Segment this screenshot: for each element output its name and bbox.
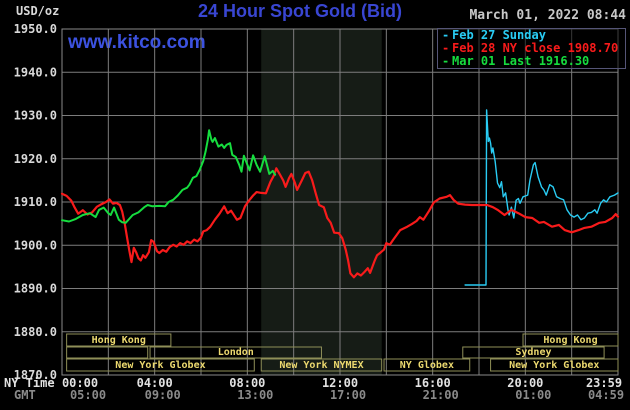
legend-dash-icon: - (442, 28, 450, 42)
x-axis-label-ny: 23:59 (586, 376, 622, 390)
x-axis-label-gmt: 21:00 (423, 388, 459, 402)
x-axis-label-ny: 20:00 (507, 376, 543, 390)
session-box (383, 358, 471, 372)
series-line-mar01-last (61, 129, 277, 224)
y-axis-label: 1890.0 (14, 282, 57, 296)
session-label: Hong Kong (543, 335, 597, 346)
session-label: New York Globex (509, 360, 599, 371)
x-axis-label-ny: 12:00 (322, 376, 358, 390)
session-label: Sydney (515, 347, 551, 358)
x-axis-label-ny: 08:00 (229, 376, 265, 390)
session-box (260, 358, 383, 372)
x-axis-label-ny: 00:00 (62, 376, 98, 390)
legend-box: - Feb 27 Sunday - Feb 28 NY close 1908.70 … (437, 28, 626, 69)
legend-item-feb28: - Feb 28 NY close 1908.70 (442, 42, 625, 55)
kitco-watermark: www.kitco.com (68, 32, 206, 53)
y-axis-label: 1930.0 (14, 109, 57, 123)
legend-label: Feb 27 Sunday (452, 28, 546, 42)
session-box (66, 333, 172, 347)
legend-label: Feb 28 NY close 1908.70 (452, 41, 619, 55)
y-axis-label: 1950.0 (14, 22, 57, 36)
series-line-feb27-sunday (464, 109, 619, 286)
x-axis-label-gmt: 13:00 (237, 388, 273, 402)
session-label: New York Globex (115, 360, 205, 371)
x-axis-label-gmt: 17:00 (330, 388, 366, 402)
gmt-axis-title: GMT (14, 388, 36, 402)
series-line-feb28-ny-close (60, 167, 620, 279)
session-box (490, 358, 619, 372)
session-box (462, 346, 605, 359)
session-label: London (218, 347, 254, 358)
x-axis-label-gmt: 09:00 (145, 388, 181, 402)
unit-label: USD/oz (16, 4, 60, 18)
legend-dash-icon: - (442, 41, 450, 55)
session-label: NY Globex (400, 360, 454, 371)
y-axis-label: 1910.0 (14, 195, 57, 209)
y-axis-label: 1940.0 (14, 65, 57, 79)
legend-dash-icon: - (442, 54, 450, 68)
session-box (66, 358, 255, 372)
x-axis-label-gmt: 01:00 (515, 388, 551, 402)
y-axis-label: 1900.0 (14, 238, 57, 252)
y-axis-label: 1870.0 (14, 368, 57, 382)
session-box (522, 333, 619, 347)
page-title: 24 Hour Spot Gold (Bid) (198, 1, 402, 21)
date-time-label: March 01, 2022 08:44 (469, 8, 626, 23)
plot-border (61, 28, 619, 376)
session-box (149, 346, 322, 359)
legend-label: Mar 01 Last 1916.30 (452, 54, 590, 68)
y-axis-label: 1880.0 (14, 325, 57, 339)
x-axis-label-gmt: 04:59 (588, 388, 624, 402)
x-axis-label-ny: 04:00 (137, 376, 173, 390)
legend-item-mar01: - Mar 01 Last 1916.30 (442, 55, 625, 68)
session-label: Hong Kong (92, 335, 146, 346)
x-axis-label-ny: 16:00 (415, 376, 451, 390)
ny-time-axis-title: NY Time (4, 376, 55, 390)
legend-item-feb27: - Feb 27 Sunday (442, 29, 625, 42)
x-axis-label-gmt: 05:00 (70, 388, 106, 402)
y-axis-label: 1920.0 (14, 152, 57, 166)
session-box (66, 346, 149, 359)
session-label: New York NYMEX (279, 360, 363, 371)
